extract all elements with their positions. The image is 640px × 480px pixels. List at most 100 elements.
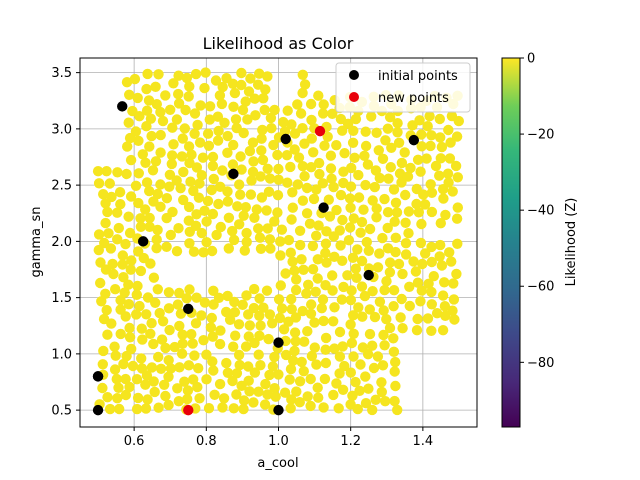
sample-point bbox=[255, 243, 267, 254]
sample-point bbox=[388, 285, 400, 296]
sample-point bbox=[131, 309, 142, 320]
sample-point bbox=[390, 197, 402, 208]
sample-point bbox=[331, 204, 342, 216]
sample-point bbox=[422, 121, 433, 132]
sample-point bbox=[203, 403, 215, 414]
sample-point bbox=[426, 256, 437, 268]
sample-point bbox=[320, 332, 332, 344]
sample-point bbox=[285, 403, 296, 414]
sample-point bbox=[98, 189, 109, 200]
sample-point bbox=[350, 263, 361, 274]
sample-point bbox=[248, 302, 260, 314]
sample-point bbox=[227, 375, 238, 387]
sample-point bbox=[165, 229, 176, 241]
sample-point bbox=[390, 246, 401, 258]
sample-point bbox=[275, 280, 286, 291]
sample-point bbox=[393, 137, 405, 148]
sample-point bbox=[192, 119, 203, 131]
sample-point bbox=[338, 166, 349, 177]
sample-point bbox=[206, 312, 217, 324]
sample-point bbox=[176, 151, 188, 162]
sample-point bbox=[359, 150, 370, 161]
sample-point bbox=[368, 362, 380, 374]
sample-point bbox=[186, 329, 197, 340]
sample-point bbox=[425, 179, 436, 190]
sample-point bbox=[311, 230, 322, 241]
sample-point bbox=[321, 257, 332, 268]
initial-point bbox=[280, 133, 291, 145]
initial-point bbox=[273, 404, 284, 416]
sample-point bbox=[229, 87, 241, 99]
sample-point bbox=[233, 319, 245, 330]
sample-point bbox=[339, 148, 350, 159]
sample-point bbox=[270, 391, 281, 402]
sample-point bbox=[124, 89, 135, 101]
sample-point bbox=[204, 101, 216, 112]
sample-point bbox=[356, 216, 368, 228]
sample-point bbox=[195, 100, 206, 111]
sample-point bbox=[306, 350, 318, 362]
sample-point bbox=[269, 383, 280, 394]
sample-point bbox=[95, 277, 106, 289]
sample-point bbox=[426, 187, 438, 198]
sample-point bbox=[342, 270, 353, 281]
sample-point bbox=[298, 264, 309, 275]
x-tick-label: 1.2 bbox=[340, 434, 361, 449]
sample-point bbox=[229, 296, 240, 308]
sample-point bbox=[399, 147, 410, 158]
sample-point bbox=[188, 374, 199, 385]
sample-point bbox=[173, 70, 184, 81]
sample-point bbox=[201, 237, 212, 248]
sample-point bbox=[306, 133, 317, 144]
sample-point bbox=[439, 277, 450, 288]
sample-point bbox=[335, 189, 347, 201]
sample-point bbox=[234, 219, 245, 230]
sample-point bbox=[240, 96, 251, 107]
sample-point bbox=[364, 304, 375, 315]
sample-point bbox=[184, 238, 195, 249]
sample-point bbox=[164, 169, 176, 180]
sample-point bbox=[370, 394, 381, 405]
legend-label-new-points: new points bbox=[378, 91, 449, 106]
sample-point bbox=[110, 284, 121, 295]
sample-point bbox=[295, 239, 306, 251]
sample-point bbox=[415, 166, 426, 177]
sample-point bbox=[155, 179, 166, 190]
sample-point bbox=[338, 177, 349, 189]
sample-point bbox=[283, 234, 295, 246]
y-tick-label: 1.5 bbox=[51, 291, 72, 306]
sample-point bbox=[196, 170, 207, 181]
sample-point bbox=[100, 217, 111, 229]
sample-point bbox=[132, 280, 143, 292]
sample-point bbox=[137, 149, 148, 160]
sample-point bbox=[420, 248, 431, 259]
sample-point bbox=[290, 336, 301, 347]
sample-point bbox=[231, 122, 242, 134]
sample-point bbox=[151, 243, 162, 254]
sample-point bbox=[247, 166, 259, 178]
sample-point bbox=[309, 317, 320, 328]
sample-point bbox=[244, 386, 255, 397]
sample-point bbox=[318, 315, 329, 327]
sample-point bbox=[333, 403, 344, 414]
sample-point bbox=[298, 366, 309, 377]
sample-point bbox=[388, 346, 400, 357]
sample-point bbox=[327, 108, 338, 120]
sample-point bbox=[234, 179, 245, 190]
x-tick-label: 0.6 bbox=[124, 434, 145, 449]
sample-point bbox=[411, 198, 422, 210]
sample-point bbox=[198, 247, 209, 258]
sample-point bbox=[324, 211, 336, 222]
sample-point bbox=[244, 145, 256, 157]
y-tick-label: 3.0 bbox=[51, 122, 72, 137]
sample-point bbox=[98, 345, 109, 357]
sample-point bbox=[141, 309, 152, 320]
colorbar-tick-label: 0 bbox=[527, 52, 535, 67]
sample-point bbox=[356, 281, 368, 292]
sample-point bbox=[326, 173, 337, 184]
sample-point bbox=[305, 373, 316, 385]
sample-point bbox=[202, 195, 214, 207]
sample-point bbox=[212, 135, 224, 146]
sample-point bbox=[308, 147, 319, 158]
sample-point bbox=[188, 185, 199, 197]
